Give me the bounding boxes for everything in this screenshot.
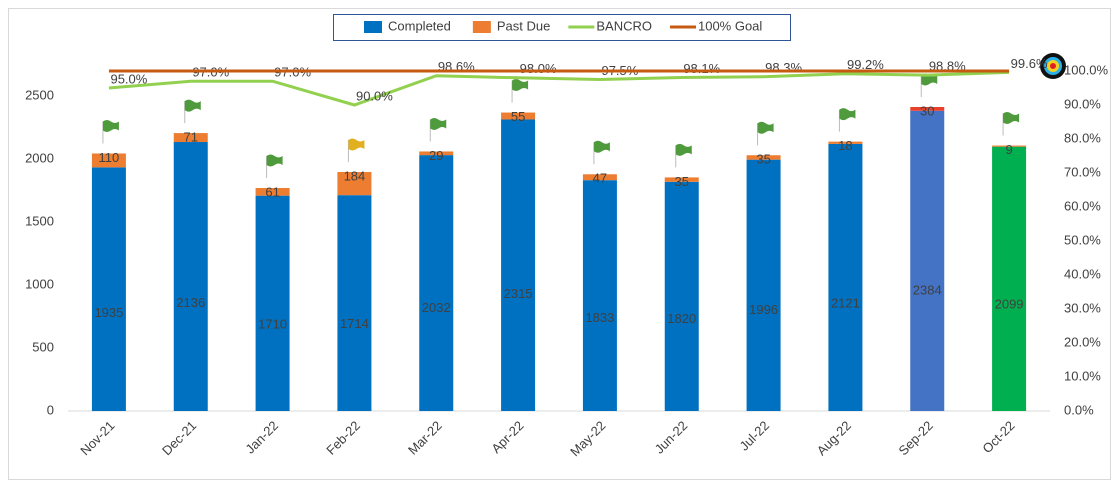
line-series [108, 70, 1010, 107]
flag [184, 99, 201, 112]
data-label: 2315 [504, 286, 533, 301]
flag [102, 119, 119, 132]
flag [348, 138, 365, 151]
bar-segment [255, 187, 290, 196]
line-data-label: 99.2% [847, 57, 884, 72]
bar-segment [255, 195, 290, 411]
flag [512, 79, 529, 92]
y2-tick-label: 40.0% [1064, 266, 1101, 281]
bar-segment [992, 146, 1027, 411]
line-data-label: 98.0% [520, 61, 557, 76]
line-data-label: 98.3% [765, 60, 802, 75]
bar-segment [419, 151, 454, 156]
data-label: 61 [265, 184, 279, 199]
bar-segment [419, 155, 454, 411]
bar-segment [746, 155, 781, 160]
data-label: 71 [184, 130, 198, 145]
bar-segment [501, 112, 536, 120]
data-label: 29 [429, 148, 443, 163]
data-label: 18 [838, 138, 852, 153]
data-label: 1714 [340, 316, 369, 331]
data-label: 2121 [831, 296, 860, 311]
line-data-label: 98.1% [683, 61, 720, 76]
y2-tick-label: 10.0% [1064, 368, 1101, 383]
bar-segment [746, 159, 781, 411]
bar-segment [910, 110, 945, 411]
data-label: 2384 [913, 282, 942, 297]
bar-segment [992, 145, 1027, 147]
data-label: 35 [675, 174, 689, 189]
y2-tick-label: 80.0% [1064, 130, 1101, 145]
data-label: 184 [344, 168, 366, 183]
legend-label: BANCRO [596, 18, 652, 33]
flag [1003, 112, 1020, 125]
bar-segment [91, 153, 126, 168]
line-data-label: 95.0% [110, 71, 147, 86]
bar-segment [173, 133, 208, 143]
y2-tick-label: 100.0% [1064, 62, 1109, 77]
y2-tick-label: 30.0% [1064, 300, 1101, 315]
y-tick-label: 2000 [25, 151, 54, 166]
legend-label: 100% Goal [698, 18, 762, 33]
data-label: 2099 [995, 297, 1024, 312]
data-label: 47 [593, 171, 607, 186]
bar-segment [582, 180, 617, 411]
y-tick-label: 0 [47, 402, 54, 417]
flag [593, 140, 610, 153]
data-label: 1833 [585, 310, 614, 325]
flag [266, 154, 283, 167]
y2-tick-label: 50.0% [1064, 232, 1101, 247]
bar-segment [828, 141, 863, 144]
data-label: 1996 [749, 302, 778, 317]
bar-segment [337, 195, 372, 411]
flag [757, 121, 774, 134]
bar-segment [582, 174, 617, 181]
bar-segment [828, 143, 863, 411]
line-data-label: 99.6% [1011, 56, 1048, 71]
target-icon [1040, 53, 1066, 79]
bar-segment [910, 107, 945, 111]
data-label: 110 [99, 150, 120, 165]
y2-tick-label: 70.0% [1064, 164, 1101, 179]
y-tick-label: 1000 [25, 277, 54, 292]
data-label: 2136 [176, 295, 205, 310]
data-label: 1935 [94, 305, 123, 320]
line-data-label: 90.0% [356, 88, 393, 103]
flag [675, 143, 692, 156]
bar-segment [91, 167, 126, 411]
legend-swatch [472, 21, 491, 33]
y-tick-label: 500 [32, 339, 54, 354]
data-label: 35 [756, 152, 770, 167]
data-label: 9 [1005, 142, 1012, 157]
data-label: 1820 [667, 311, 696, 326]
data-label: 1710 [258, 316, 287, 331]
data-label: 2032 [422, 300, 451, 315]
data-label: 55 [511, 109, 525, 124]
y2-tick-label: 20.0% [1064, 334, 1101, 349]
bar-segment [664, 181, 699, 411]
bar-segment [173, 142, 208, 411]
bar-segment [337, 171, 372, 196]
y-tick-label: 1500 [25, 214, 54, 229]
flag [430, 117, 447, 130]
bar-segment [501, 119, 536, 412]
y2-tick-label: 60.0% [1064, 198, 1101, 213]
legend-label: Completed [388, 18, 451, 33]
y2-tick-label: 0.0% [1064, 402, 1094, 417]
legend-swatch [364, 21, 382, 33]
y2-tick-label: 90.0% [1064, 96, 1101, 111]
data-label: 30 [920, 103, 934, 118]
legend-label: Past Due [497, 18, 550, 33]
bar-segment [664, 177, 699, 182]
flag [839, 108, 856, 121]
y-tick-label: 2500 [25, 88, 54, 103]
legend-box [333, 14, 791, 41]
